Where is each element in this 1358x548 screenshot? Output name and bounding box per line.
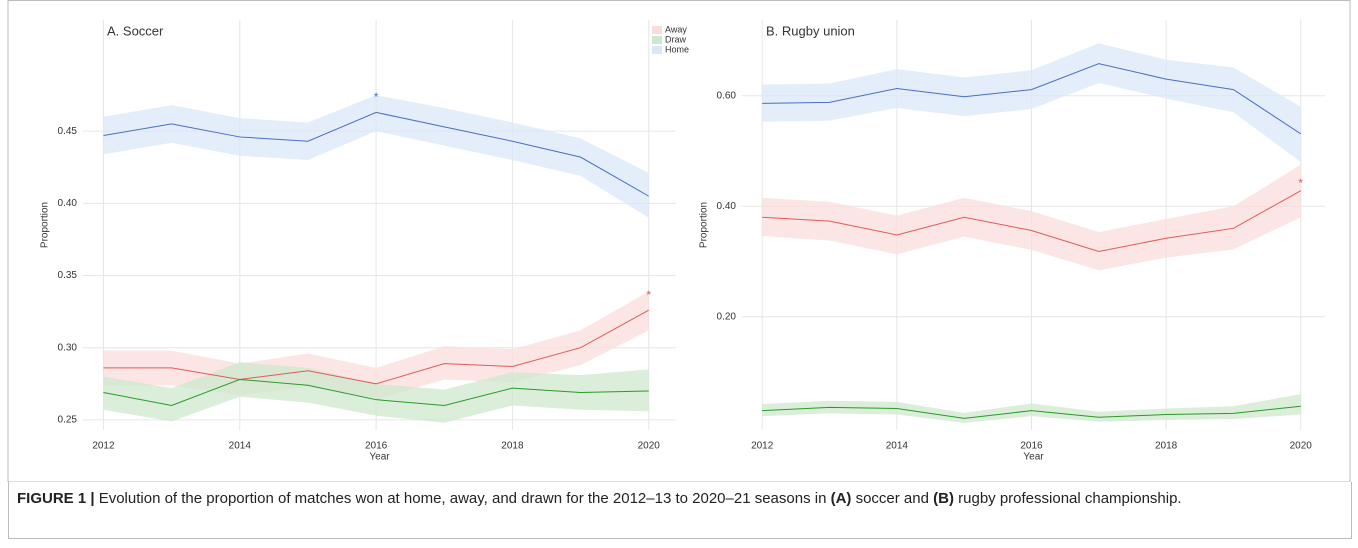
x-tick-label: 2016 [1020,441,1043,452]
x-tick-label: 2014 [229,441,252,452]
caption-ref: (A) [830,490,852,507]
series-line [762,190,1302,253]
series-line [762,63,1302,135]
confidence-band [762,43,1301,163]
caption-text: Evolution of the proportion of matches w… [94,490,831,507]
legend-label: Home [665,44,689,54]
confidence-band [103,362,649,423]
panel-title: B. Rugby union [766,23,855,38]
x-tick-label: 2014 [886,441,909,452]
y-tick-label: 0.40 [58,198,78,209]
caption-text: rugby professional championship. [953,490,1182,507]
x-tick-label: 2020 [1290,441,1313,452]
confidence-band [762,394,1301,423]
series-line [103,378,649,406]
y-tick-label: 0.25 [58,415,78,426]
significance-marker: * [374,90,379,104]
confidence-band [762,164,1301,271]
x-tick-label: 2018 [1155,441,1178,452]
legend-swatch [652,26,662,34]
x-tick-label: 2020 [638,441,661,452]
series-line [762,405,1301,419]
y-tick-label: 0.20 [717,311,737,322]
series-line [103,309,649,385]
x-axis-label: Year [1023,452,1044,463]
y-tick-label: 0.45 [58,126,78,137]
caption-text: soccer and [851,490,934,507]
y-tick-label: 0.40 [717,201,737,212]
y-axis-label: Proportion [40,202,51,248]
legend-swatch [652,36,662,44]
x-tick-label: 2016 [365,441,388,452]
x-tick-label: 2012 [92,441,115,452]
caption-label: FIGURE 1 | [17,490,95,507]
y-tick-label: 0.35 [58,270,78,281]
caption: FIGURE 1 | Evolution of the proportion o… [8,482,1352,539]
confidence-band [103,95,649,218]
x-tick-label: 2018 [501,441,524,452]
y-tick-label: 0.30 [58,342,78,353]
legend-swatch [652,46,662,54]
y-axis-label: Proportion [699,202,710,248]
x-tick-label: 2012 [751,441,774,452]
caption-ref: (B) [933,490,954,507]
y-tick-label: 0.60 [717,90,737,101]
legend-label: Away [665,24,687,34]
legend-label: Draw [665,34,687,44]
series-line [103,111,649,197]
panel-title: A. Soccer [107,23,164,38]
chart: 0.25 0.30 0.35 0.40 0.45 2012 2014 2016 2018 2020… [7,0,1351,483]
significance-marker: * [1298,176,1303,190]
x-axis-label: Year [369,452,390,463]
significance-marker: * [646,288,651,302]
